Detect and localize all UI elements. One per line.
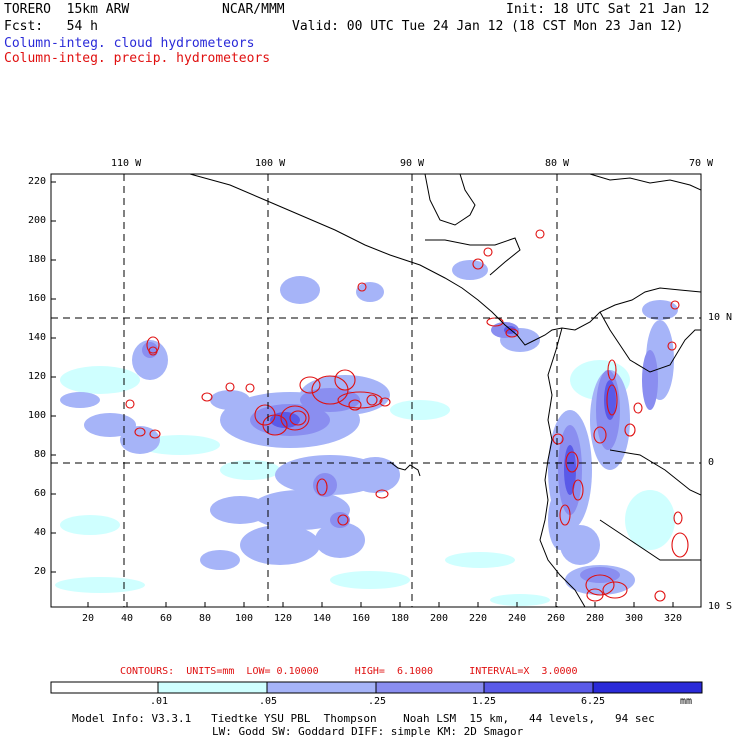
contour-info: CONTOURS: UNITS=mm LOW= 0.10000 HIGH= 6.… bbox=[120, 666, 578, 677]
cloud-field-label: Column-integ. cloud hydrometeors bbox=[4, 36, 255, 51]
x-tick-label: 160 bbox=[352, 613, 371, 624]
x-tick-label: 300 bbox=[625, 613, 644, 624]
colorbar-label: .05 bbox=[259, 696, 278, 707]
x-tick-label: 220 bbox=[469, 613, 488, 624]
lon-label: 90 W bbox=[400, 158, 425, 169]
y-tick-label: 180 bbox=[28, 254, 47, 265]
x-tick-label: 60 bbox=[160, 613, 173, 624]
precip-field-label: Column-integ. precip. hydrometeors bbox=[4, 51, 271, 66]
x-tick-label: 100 bbox=[235, 613, 254, 624]
y-tick-label: 160 bbox=[28, 293, 47, 304]
lat-label: 10 S bbox=[708, 601, 733, 612]
y-tick-label: 140 bbox=[28, 332, 47, 343]
x-tick-label: 120 bbox=[274, 613, 293, 624]
lon-label: 110 W bbox=[111, 158, 142, 169]
lon-label: 100 W bbox=[255, 158, 286, 169]
y-tick-label: 100 bbox=[28, 410, 47, 421]
colorbar-label: 1.25 bbox=[472, 696, 497, 707]
model-title: TORERO 15km ARW bbox=[4, 2, 130, 17]
y-tick-label: 80 bbox=[34, 449, 47, 460]
colorbar-label: .25 bbox=[368, 696, 387, 707]
x-tick-label: 180 bbox=[391, 613, 410, 624]
map-frame bbox=[50, 173, 702, 608]
colorbar bbox=[50, 681, 703, 694]
x-tick-label: 200 bbox=[430, 613, 449, 624]
x-tick-label: 20 bbox=[82, 613, 95, 624]
x-tick-label: 240 bbox=[508, 613, 527, 624]
x-tick-label: 40 bbox=[121, 613, 134, 624]
lat-label: 10 N bbox=[708, 312, 733, 323]
x-tick-label: 80 bbox=[199, 613, 212, 624]
x-tick-label: 260 bbox=[547, 613, 566, 624]
y-tick-label: 120 bbox=[28, 371, 47, 382]
x-tick-label: 140 bbox=[313, 613, 332, 624]
forecast-hour: Fcst: 54 h bbox=[4, 19, 98, 34]
lon-label: 70 W bbox=[689, 158, 714, 169]
colorbar-label: .01 bbox=[150, 696, 169, 707]
lat-label: 0 bbox=[708, 457, 715, 468]
y-tick-label: 220 bbox=[28, 176, 47, 187]
org-label: NCAR/MMM bbox=[222, 2, 285, 17]
y-tick-label: 60 bbox=[34, 488, 47, 499]
y-tick-label: 200 bbox=[28, 215, 47, 226]
y-tick-label: 40 bbox=[34, 527, 47, 538]
model-info-line2: LW: Godd SW: Goddard DIFF: simple KM: 2D… bbox=[212, 725, 524, 738]
hydrometeor-field bbox=[51, 174, 701, 607]
colorbar-label: 6.25 bbox=[581, 696, 606, 707]
y-tick-label: 20 bbox=[34, 566, 47, 577]
x-tick-label: 320 bbox=[664, 613, 683, 624]
init-time: Init: 18 UTC Sat 21 Jan 12 bbox=[506, 2, 710, 17]
x-tick-label: 280 bbox=[586, 613, 605, 624]
model-info-line1: Model Info: V3.3.1 Tiedtke YSU PBL Thomp… bbox=[72, 712, 655, 725]
valid-time: Valid: 00 UTC Tue 24 Jan 12 (18 CST Mon … bbox=[292, 19, 684, 34]
lon-label: 80 W bbox=[545, 158, 570, 169]
colorbar-unit: mm bbox=[680, 696, 693, 707]
